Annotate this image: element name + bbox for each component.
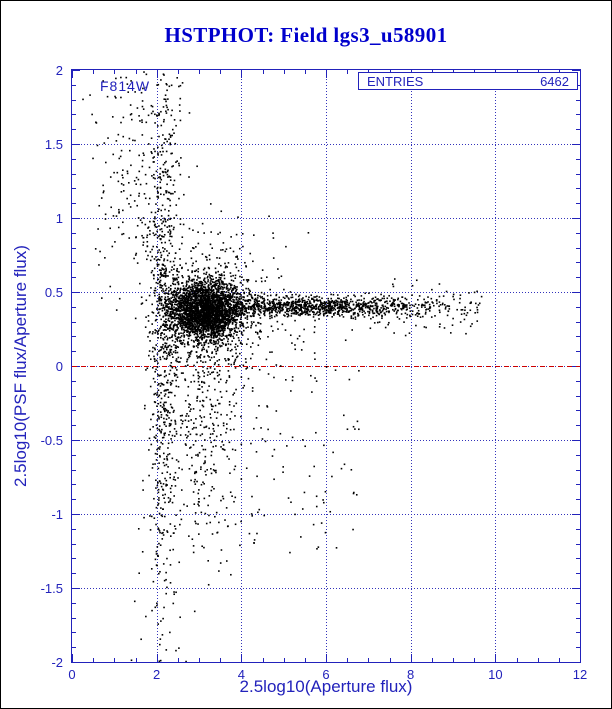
y-axis-title: 2.5log10(PSF flux/Aperture flux)	[11, 245, 30, 487]
entries-label: ENTRIES	[367, 73, 424, 89]
stats-box: ENTRIES 6462	[358, 72, 578, 90]
filter-name-label: F814W	[100, 78, 151, 94]
plot-area: F814W ENTRIES 6462	[71, 69, 581, 663]
chart-title: HSTPHOT: Field lgs3_u58901	[164, 23, 448, 47]
entries-value: 6462	[540, 73, 569, 89]
x-axis-title: 2.5log10(Aperture flux)	[239, 677, 413, 696]
scatter-canvas	[72, 70, 580, 662]
